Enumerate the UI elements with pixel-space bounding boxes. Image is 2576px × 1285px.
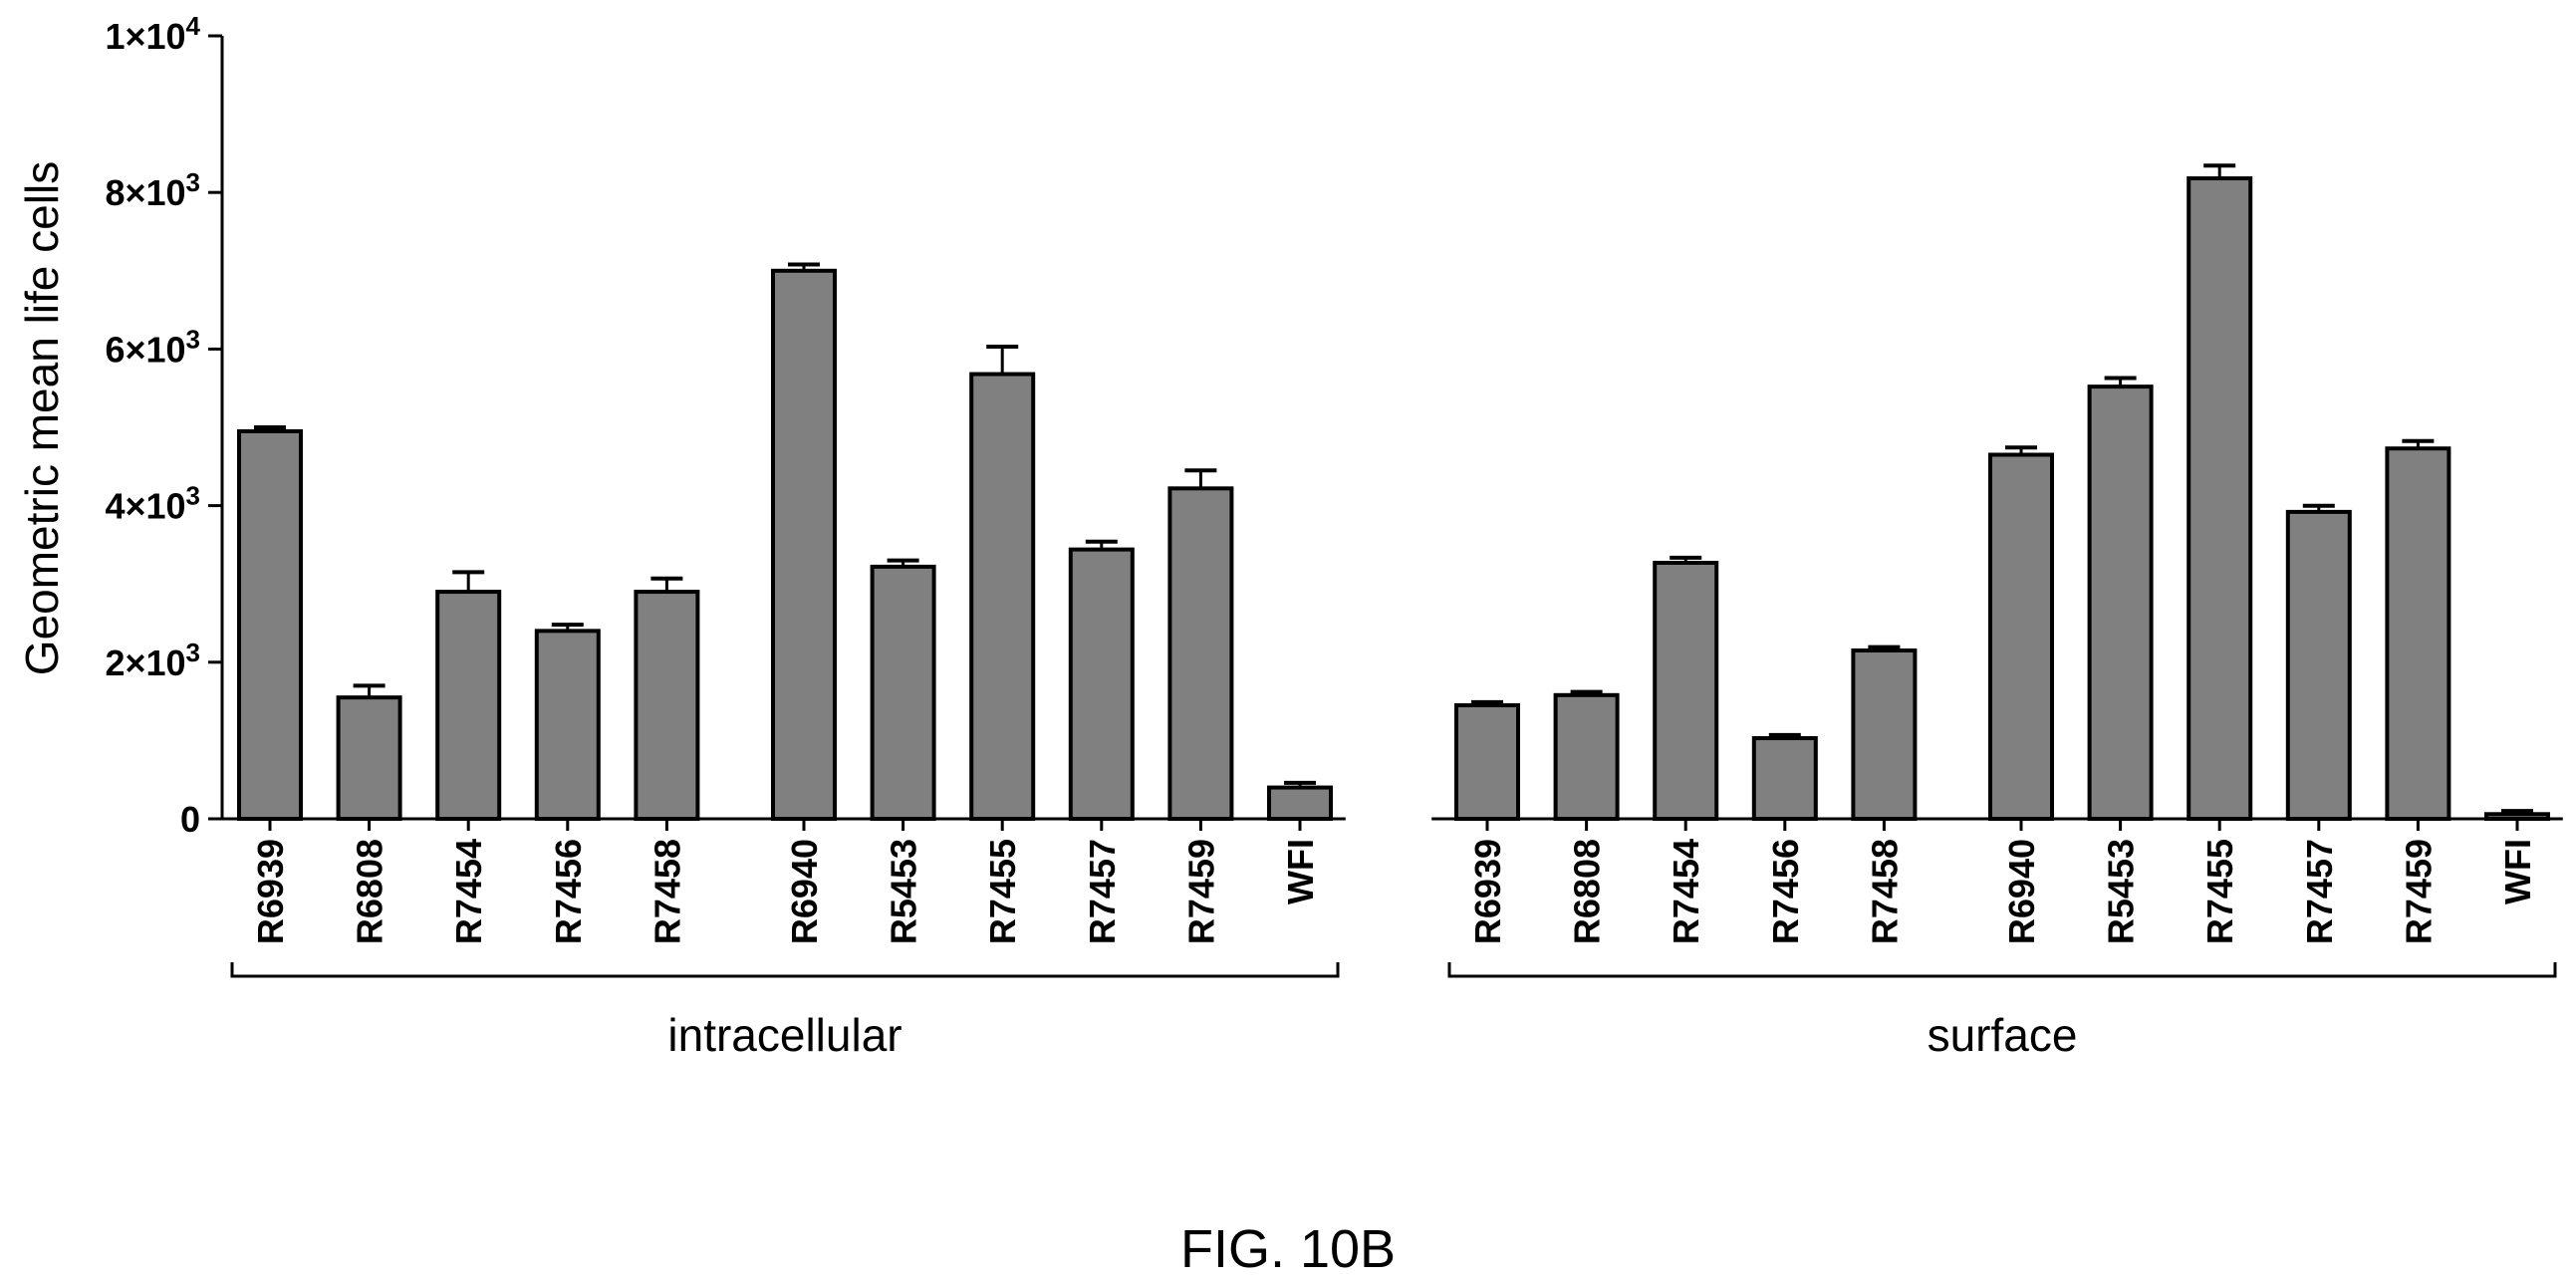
bar — [1068, 547, 1135, 822]
x-tick-label: R7457 — [2299, 839, 2340, 944]
bar — [534, 629, 601, 821]
group-label: intracellular — [667, 1009, 902, 1061]
x-tick-label: WFI — [2497, 839, 2538, 904]
bar — [2187, 176, 2253, 821]
x-tick-label: R6940 — [784, 839, 825, 944]
x-tick-label: R7459 — [1180, 839, 1221, 944]
group-bracket — [1447, 962, 2557, 978]
figure-caption: FIG. 10B — [1180, 1219, 1396, 1279]
bar — [1751, 736, 1818, 821]
x-tick-label: R7459 — [2398, 839, 2439, 944]
bar — [1851, 648, 1918, 822]
bar — [969, 372, 1036, 821]
y-ticks: 0 2×103 4×103 6×103 8×103 1×104 — [105, 11, 222, 840]
x-tick-label: R7456 — [1765, 839, 1806, 944]
x-tick-label: R7455 — [982, 839, 1023, 944]
bar — [634, 590, 700, 821]
bar — [237, 428, 303, 821]
group-brackets: intracellular surface — [230, 962, 2557, 1061]
x-tick-label: R7458 — [1864, 839, 1905, 944]
group-label: surface — [1928, 1009, 2078, 1061]
y-tick-label: 8×103 — [105, 167, 200, 213]
x-tick-label: R7458 — [646, 839, 687, 944]
x-tick-label: R6940 — [2001, 839, 2042, 944]
bar — [1167, 486, 1234, 821]
x-tick-label: R6808 — [1567, 839, 1608, 944]
bar — [1267, 785, 1333, 821]
error-bars — [254, 163, 2533, 815]
x-tick-label: R6939 — [250, 839, 291, 944]
x-tick-label: R6808 — [350, 839, 390, 944]
x-tick-label: R7457 — [1082, 839, 1123, 944]
x-tick-label: R6939 — [1467, 839, 1508, 944]
bar — [771, 268, 837, 821]
bar — [435, 590, 502, 821]
y-tick-label: 4×103 — [105, 481, 200, 527]
x-tick-label: R7454 — [1666, 839, 1706, 944]
bar — [336, 695, 402, 821]
bar — [1988, 452, 2054, 821]
x-tick-label: R7456 — [548, 839, 589, 944]
y-axis-label: Geometric mean life cells — [16, 161, 68, 675]
x-tick-label: R7455 — [2199, 839, 2240, 944]
x-tick-label: R5453 — [2101, 839, 2142, 944]
x-tick-label: WFI — [1280, 839, 1321, 904]
group-bracket — [230, 962, 1340, 978]
x-tick-labels: R6939 R6808 R7454 R7456 R7458 R6940 R5453 R7455… — [250, 839, 2538, 944]
bar — [2285, 509, 2352, 821]
bar — [1553, 692, 1620, 822]
y-tick-label: 2×103 — [105, 638, 200, 683]
bar — [2385, 446, 2451, 821]
bar — [2087, 385, 2154, 821]
bar — [1653, 560, 1719, 822]
y-tick-label: 0 — [180, 799, 200, 840]
x-tick-label: R7454 — [448, 839, 489, 944]
y-tick-label: 6×103 — [105, 324, 200, 370]
y-tick-label: 1×104 — [105, 11, 200, 57]
x-tick-label: R5453 — [884, 839, 924, 944]
bar — [870, 564, 936, 822]
bar — [2484, 812, 2550, 821]
bar — [1454, 703, 1520, 822]
bars — [237, 176, 2550, 822]
